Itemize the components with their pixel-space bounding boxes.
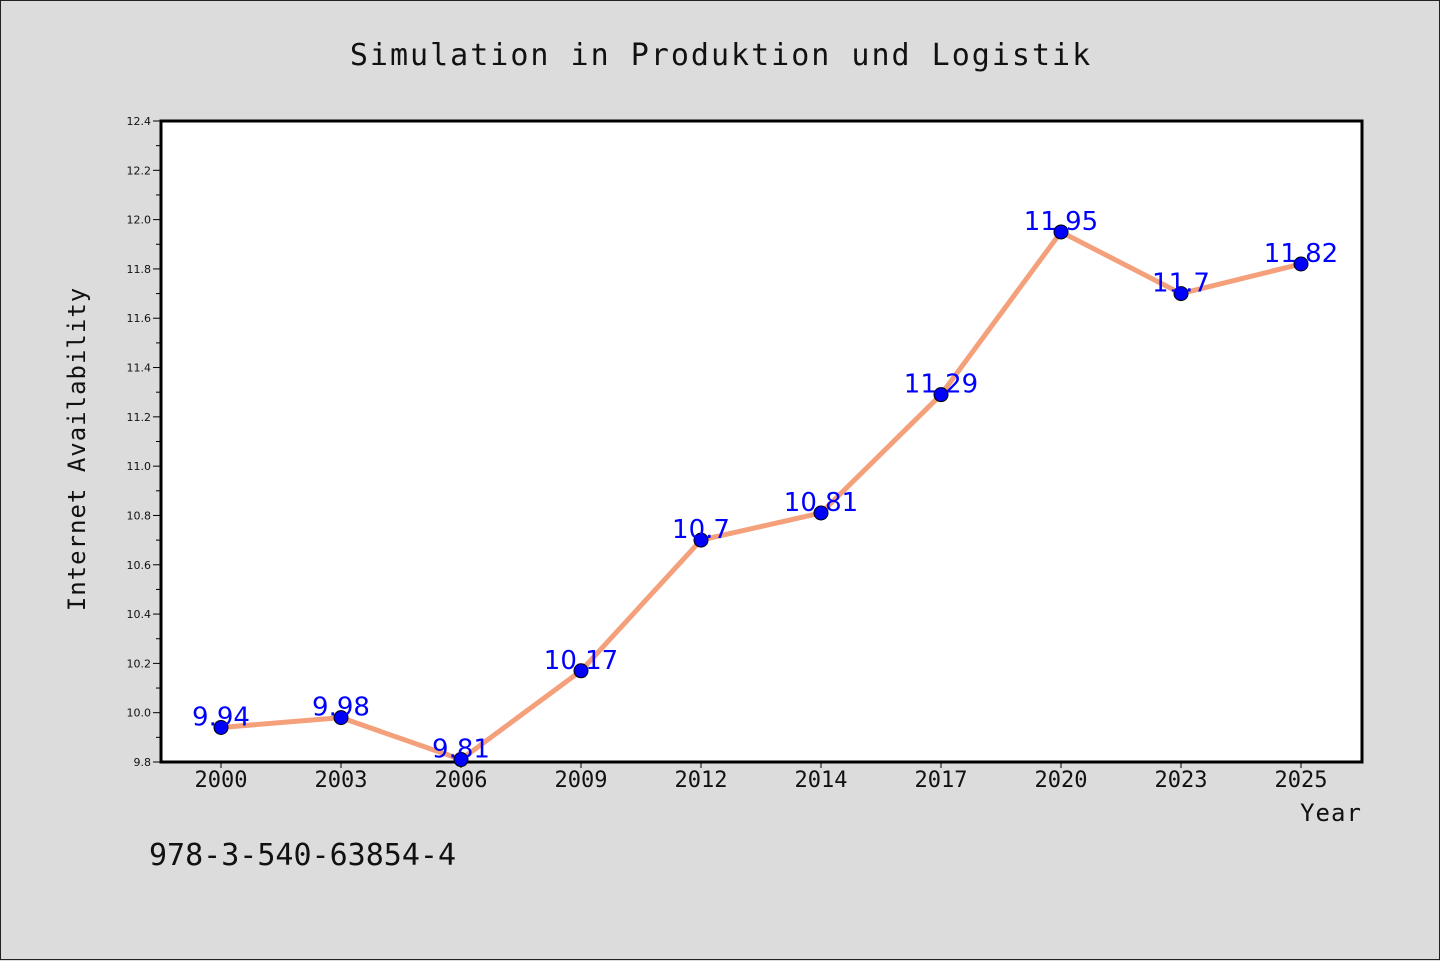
y-tick-label: 12.0: [127, 214, 152, 227]
y-axis: 9.8 10.0 10.2 10.4 10.6 10.8 11.0 11.2 11.4 11.6 1…: [127, 115, 161, 769]
x-axis-label: Year: [1300, 799, 1362, 827]
data-point: [693, 532, 709, 548]
y-tick-label: 11.2: [127, 411, 152, 424]
data-label: 11.95: [1024, 207, 1098, 237]
y-tick-label: 10.6: [127, 559, 152, 572]
data-label: 10.7: [672, 515, 730, 545]
y-tick-label: 10.0: [127, 707, 152, 720]
x-tick-label: 2000: [195, 768, 248, 793]
y-tick-label: 12.2: [127, 164, 152, 177]
series-line: [218, 229, 1304, 763]
y-tick-label: 10.2: [127, 657, 152, 670]
data-label: 9.81: [432, 735, 490, 765]
x-tick-label: 2025: [1275, 768, 1328, 793]
series-markers: [213, 224, 1309, 768]
y-tick-label: 11.0: [127, 460, 152, 473]
data-point: [333, 710, 349, 726]
data-label: 10.81: [784, 488, 858, 518]
data-point: [1053, 224, 1069, 240]
x-tick-label: 2020: [1035, 768, 1088, 793]
data-labels: 9.94 9.98 9.81 10.17 10.7 10.81 11.29 11.95 11.7…: [192, 207, 1338, 765]
data-point: [213, 719, 229, 735]
plot-area: [159, 119, 1364, 764]
y-tick-label: 11.4: [127, 362, 152, 375]
data-label: 11.29: [904, 370, 978, 400]
x-tick-label: 2012: [675, 768, 728, 793]
data-point: [813, 505, 829, 521]
x-tick-label: 2014: [795, 768, 848, 793]
footer-isbn: 978-3-540-63854-4: [149, 838, 456, 873]
x-tick-label: 2006: [435, 768, 488, 793]
data-point: [1293, 256, 1309, 272]
data-label: 9.94: [192, 702, 250, 732]
data-label: 11.82: [1264, 239, 1338, 269]
y-tick-label: 10.4: [127, 608, 152, 621]
y-tick-label: 9.8: [134, 756, 152, 769]
x-tick-label: 2017: [915, 768, 968, 793]
y-tick-label: 11.8: [127, 263, 152, 276]
x-axis: 2000 2003 2006 2009 2012 2014 2017 2020 2023 2025: [195, 762, 1328, 793]
chart-title: Simulation in Produktion und Logistik: [350, 38, 1092, 73]
data-point: [933, 387, 949, 403]
y-tick-label: 12.4: [127, 115, 152, 128]
y-axis-label: Internet Availability: [63, 287, 91, 611]
y-tick-label: 10.8: [127, 509, 152, 522]
y-tick-label: 11.6: [127, 312, 152, 325]
data-label: 9.98: [312, 693, 370, 723]
data-point: [573, 663, 589, 679]
x-tick-label: 2003: [315, 768, 368, 793]
x-tick-label: 2009: [555, 768, 608, 793]
series-polyline: [218, 229, 1304, 763]
data-label: 10.17: [544, 646, 618, 676]
data-point: [453, 752, 469, 768]
data-point: [1173, 286, 1189, 302]
data-label: 11.7: [1152, 269, 1210, 299]
x-tick-label: 2023: [1155, 768, 1208, 793]
